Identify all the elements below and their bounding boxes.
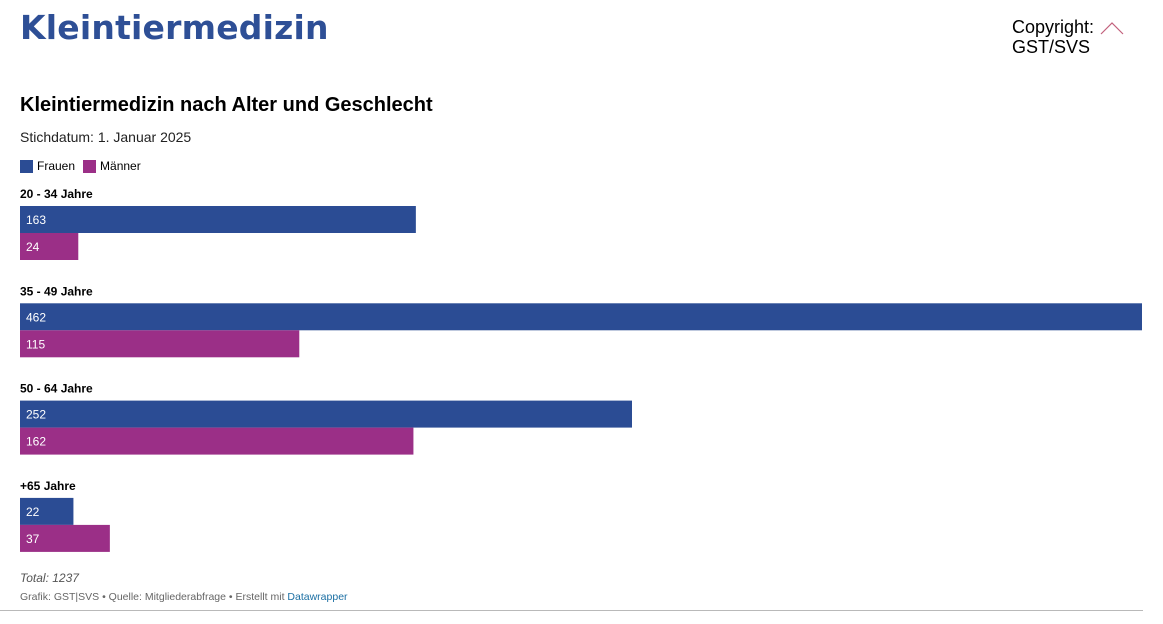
value-label-frauen-65-jahre: 22 [26, 505, 40, 519]
legend-item-maenner: Männer [83, 159, 141, 173]
footer-credit-text: Grafik: GST|SVS • Quelle: Mitgliederabfr… [20, 591, 288, 603]
value-label-frauen-20-34-jahre: 163 [26, 213, 46, 227]
copyright-label: Copyright: [1012, 17, 1095, 37]
legend-swatch-frauen [20, 159, 33, 173]
chart-block: Kleintiermedizin nach Alter und Geschlec… [20, 92, 1143, 173]
footer-credit: Grafik: GST|SVS • Quelle: Mitgliederabfr… [20, 591, 348, 603]
bar-chart: 20 - 34 Jahre 163 24 35 - 49 Jahre 462 115 50 … [20, 187, 1142, 552]
copyright-holder: GST/SVS [1012, 37, 1091, 57]
legend-label-maenner: Männer [100, 159, 141, 173]
bar-m-nner-50-64-jahre [20, 427, 414, 455]
value-label-m-nner-35-49-jahre: 115 [26, 337, 45, 351]
bar-m-nner-65-jahre [20, 524, 110, 552]
value-label-frauen-50-64-jahre: 252 [26, 408, 46, 422]
bar-frauen-35-49-jahre [20, 303, 1142, 331]
category-label-35-49-jahre: 35 - 49 Jahre [20, 284, 93, 298]
value-label-m-nner-50-64-jahre: 162 [26, 435, 46, 449]
category-label-65-jahre: +65 Jahre [20, 479, 76, 493]
page-header: Kleintiermedizin Copyright: GST/SVS [20, 8, 1143, 60]
category-label-20-34-jahre: 20 - 34 Jahre [20, 187, 93, 201]
bar-frauen-50-64-jahre [20, 400, 632, 428]
bar-frauen-65-jahre [20, 497, 74, 525]
total-note: Total: 1237 [20, 571, 79, 585]
footer-divider [0, 610, 1143, 611]
chart-legend: Frauen Männer [20, 159, 149, 173]
copyright-notice: Copyright: GST/SVS [1012, 17, 1094, 57]
chart-title: Kleintiermedizin nach Alter und Geschlec… [20, 94, 433, 116]
bar-m-nner-35-49-jahre [20, 330, 300, 358]
legend-label-frauen: Frauen [37, 159, 76, 173]
site-title: Kleintiermedizin [20, 8, 329, 47]
bar-m-nner-20-34-jahre [20, 233, 79, 260]
chevron-up-icon[interactable] [1100, 20, 1124, 36]
category-label-50-64-jahre: 50 - 64 Jahre [20, 382, 93, 396]
legend-item-frauen: Frauen [20, 159, 75, 173]
legend-swatch-maenner [83, 159, 97, 173]
datawrapper-link[interactable]: Datawrapper [287, 591, 348, 603]
chart-subtitle: Stichdatum: 1. Januar 2025 [20, 129, 192, 145]
value-label-m-nner-20-34-jahre: 24 [26, 240, 40, 254]
value-label-m-nner-65-jahre: 37 [26, 532, 40, 546]
value-label-frauen-35-49-jahre: 462 [26, 310, 46, 324]
bar-frauen-20-34-jahre [20, 206, 416, 233]
